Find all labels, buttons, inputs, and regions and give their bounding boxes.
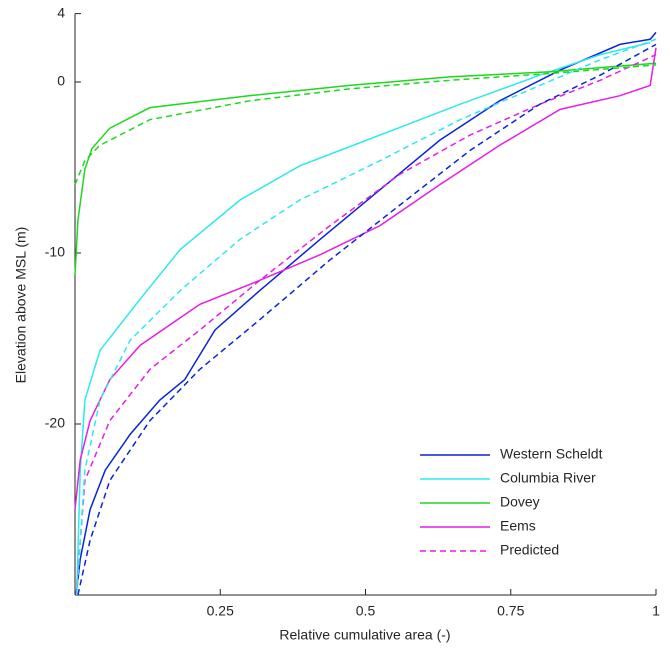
data-line <box>74 62 657 276</box>
x-tick-label: 1 <box>652 603 660 619</box>
data-line <box>75 31 657 596</box>
data-line <box>74 64 657 185</box>
data-line <box>75 53 657 596</box>
y-tick-label: -20 <box>45 415 65 431</box>
y-tick-label: -10 <box>45 244 65 260</box>
data-line <box>75 41 651 596</box>
legend-label: Predicted <box>500 542 559 558</box>
data-line <box>77 43 657 596</box>
legend-label: Dovey <box>500 494 540 510</box>
data-line <box>74 47 657 510</box>
x-tick-label: 0.75 <box>497 603 524 619</box>
y-axis-label: Elevation above MSL (m) <box>13 227 29 384</box>
legend-label: Columbia River <box>500 470 596 486</box>
data-line <box>75 38 657 596</box>
y-tick-label: 0 <box>57 73 65 89</box>
x-tick-label: 0.25 <box>207 603 234 619</box>
legend-label: Eems <box>500 518 536 534</box>
legend-label: Western Scheldt <box>500 446 603 462</box>
x-axis-label: Relative cumulative area (-) <box>279 627 450 643</box>
x-tick-label: 0.5 <box>356 603 376 619</box>
y-tick-label: 4 <box>57 4 65 20</box>
